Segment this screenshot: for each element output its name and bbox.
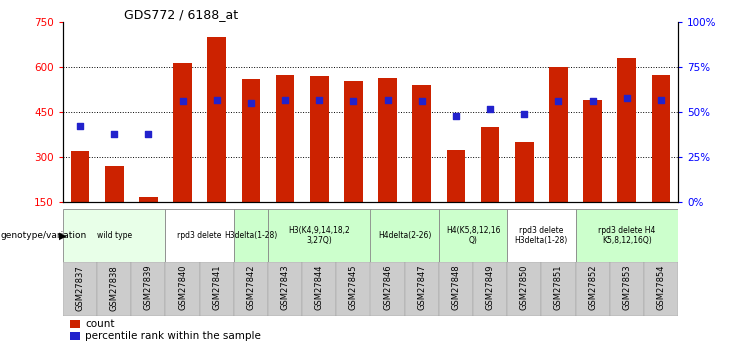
Point <box>450 113 462 118</box>
Point <box>210 97 222 102</box>
Point <box>655 97 667 102</box>
Bar <box>617 58 637 202</box>
Bar <box>542 262 576 316</box>
Bar <box>302 262 336 316</box>
Text: GSM27843: GSM27843 <box>281 265 290 310</box>
Bar <box>610 262 644 316</box>
Point <box>621 95 633 100</box>
Bar <box>173 63 192 202</box>
Point <box>108 131 120 136</box>
Text: rpd3 delete H4
K5,8,12,16Q): rpd3 delete H4 K5,8,12,16Q) <box>598 226 656 245</box>
Bar <box>97 262 131 316</box>
Point <box>313 97 325 102</box>
Bar <box>207 37 226 202</box>
Text: GSM27852: GSM27852 <box>588 265 597 310</box>
Point <box>348 99 359 104</box>
Bar <box>651 75 671 202</box>
Bar <box>473 262 507 316</box>
Text: GSM27849: GSM27849 <box>485 265 494 310</box>
Bar <box>234 209 268 262</box>
Bar <box>507 209 576 262</box>
Bar <box>583 100 602 202</box>
Bar <box>165 209 234 262</box>
Bar <box>234 262 268 316</box>
Text: rpd3 delete
H3delta(1-28): rpd3 delete H3delta(1-28) <box>515 226 568 245</box>
Text: GSM27839: GSM27839 <box>144 265 153 310</box>
Bar <box>139 197 158 202</box>
Bar <box>515 142 534 202</box>
Bar <box>336 262 370 316</box>
Bar <box>310 76 329 202</box>
Text: H4delta(2-26): H4delta(2-26) <box>378 231 431 240</box>
Text: GSM27844: GSM27844 <box>315 265 324 310</box>
Text: GSM27845: GSM27845 <box>349 265 358 310</box>
Point <box>587 99 599 104</box>
Point <box>176 99 188 104</box>
Text: GSM27842: GSM27842 <box>247 265 256 310</box>
Bar <box>70 332 79 340</box>
Text: GSM27837: GSM27837 <box>76 265 84 310</box>
Bar <box>439 209 507 262</box>
Point <box>279 97 291 102</box>
Bar <box>70 320 79 328</box>
Text: ▶: ▶ <box>59 230 67 240</box>
Bar <box>165 262 199 316</box>
Bar <box>549 67 568 202</box>
Point <box>382 97 393 102</box>
Point <box>142 131 154 136</box>
Text: wild type: wild type <box>96 231 132 240</box>
Text: genotype/variation: genotype/variation <box>1 231 87 240</box>
Text: H3(K4,9,14,18,2
3,27Q): H3(K4,9,14,18,2 3,27Q) <box>288 226 350 245</box>
Bar <box>131 262 165 316</box>
Bar <box>63 262 97 316</box>
Bar <box>644 262 678 316</box>
Text: H3delta(1-28): H3delta(1-28) <box>225 231 278 240</box>
Bar <box>405 262 439 316</box>
Bar <box>199 262 234 316</box>
Text: GSM27840: GSM27840 <box>178 265 187 310</box>
Point <box>245 100 257 106</box>
Text: GSM27846: GSM27846 <box>383 265 392 310</box>
Bar <box>412 85 431 202</box>
Point <box>74 124 86 129</box>
Bar <box>268 209 370 262</box>
Bar <box>370 209 439 262</box>
Point <box>553 99 565 104</box>
Bar <box>447 150 465 202</box>
Bar <box>344 81 363 202</box>
Text: GDS772 / 6188_at: GDS772 / 6188_at <box>124 8 239 21</box>
Bar <box>370 262 405 316</box>
Point <box>416 99 428 104</box>
Text: GSM27850: GSM27850 <box>519 265 529 310</box>
Text: GSM27854: GSM27854 <box>657 265 665 310</box>
Bar <box>576 262 610 316</box>
Bar <box>439 262 473 316</box>
Bar <box>242 79 260 202</box>
Point <box>518 111 530 117</box>
Bar <box>507 262 542 316</box>
Point <box>484 106 496 111</box>
Text: GSM27841: GSM27841 <box>212 265 222 310</box>
Text: GSM27848: GSM27848 <box>451 265 460 310</box>
Bar <box>378 78 397 202</box>
Text: GSM27851: GSM27851 <box>554 265 563 310</box>
Bar <box>70 151 90 202</box>
Bar <box>576 209 678 262</box>
Text: percentile rank within the sample: percentile rank within the sample <box>85 331 261 341</box>
Bar <box>63 209 165 262</box>
Text: GSM27853: GSM27853 <box>622 265 631 310</box>
Bar <box>104 166 124 202</box>
Text: count: count <box>85 319 115 329</box>
Text: rpd3 delete: rpd3 delete <box>178 231 222 240</box>
Bar <box>276 75 294 202</box>
Text: H4(K5,8,12,16
Q): H4(K5,8,12,16 Q) <box>446 226 500 245</box>
Bar <box>268 262 302 316</box>
Text: GSM27838: GSM27838 <box>110 265 119 310</box>
Bar <box>481 127 499 202</box>
Text: GSM27847: GSM27847 <box>417 265 426 310</box>
